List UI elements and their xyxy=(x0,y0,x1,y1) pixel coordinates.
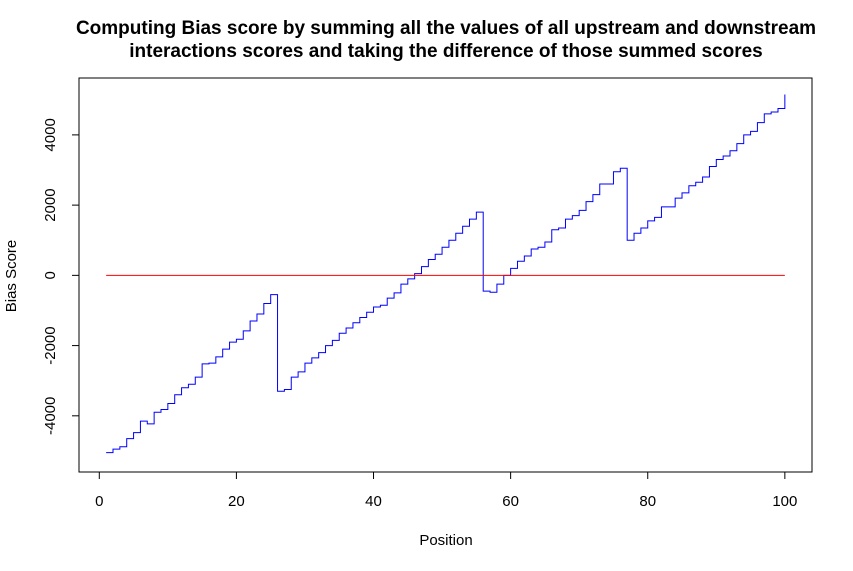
y-tick-label: 4000 xyxy=(42,118,59,151)
x-tick-label: 60 xyxy=(502,493,519,510)
chart-title: interactions scores and taking the diffe… xyxy=(129,41,763,62)
x-tick-label: 80 xyxy=(639,493,656,510)
chart-title: Computing Bias score by summing all the … xyxy=(76,18,816,39)
x-tick-label: 0 xyxy=(95,493,103,510)
data-line xyxy=(106,94,786,454)
y-tick-label: -2000 xyxy=(42,326,59,364)
y-tick-label: 0 xyxy=(42,271,59,279)
x-tick-label: 20 xyxy=(228,493,245,510)
x-tick-label: 100 xyxy=(772,493,797,510)
x-tick-label: 40 xyxy=(365,493,382,510)
y-axis-label: Bias Score xyxy=(3,240,20,313)
x-axis-label: Position xyxy=(419,532,472,549)
y-tick-label: -4000 xyxy=(42,397,59,435)
y-tick-label: 2000 xyxy=(42,188,59,221)
